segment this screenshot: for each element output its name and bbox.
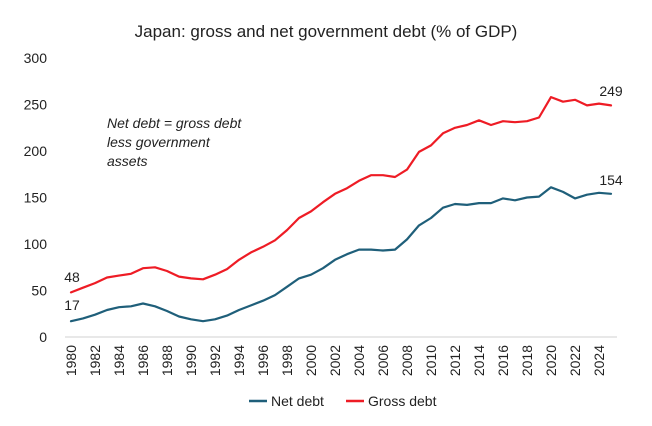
- y-tick-label: 150: [24, 190, 48, 206]
- x-tick-label: 2018: [519, 345, 535, 376]
- x-tick-label: 2020: [543, 345, 559, 376]
- y-tick-label: 250: [24, 97, 48, 113]
- x-tick-label: 2012: [447, 345, 463, 376]
- gross-debt-end-label: 249: [599, 83, 623, 99]
- legend-gross-debt-label: Gross debt: [368, 393, 437, 409]
- y-tick-label: 200: [24, 143, 48, 159]
- x-tick-label: 2002: [327, 345, 343, 376]
- x-tick-label: 2000: [303, 345, 319, 376]
- chart-title: Japan: gross and net government debt (% …: [135, 22, 518, 41]
- net-debt-line: [69, 186, 613, 323]
- net-debt-start-label: 17: [64, 297, 80, 313]
- y-tick-label: 300: [24, 50, 48, 66]
- gross-debt-start-label: 48: [64, 269, 80, 285]
- x-tick-label: 1980: [63, 345, 79, 376]
- x-tick-label: 1986: [135, 345, 151, 376]
- x-tick-label: 1984: [111, 345, 127, 376]
- y-tick-label: 50: [31, 283, 47, 299]
- x-tick-label: 2004: [351, 345, 367, 376]
- x-tick-label: 1998: [279, 345, 295, 376]
- legend-net-debt-label: Net debt: [271, 393, 324, 409]
- annotation-note-line-3: assets: [107, 153, 147, 169]
- x-tick-label: 1982: [87, 345, 103, 376]
- x-tick-label: 1994: [231, 345, 247, 376]
- x-tick-label: 1996: [255, 345, 271, 376]
- x-tick-label: 2016: [495, 345, 511, 376]
- x-tick-label: 2022: [567, 345, 583, 376]
- x-tick-label: 2006: [375, 345, 391, 376]
- x-tick-label: 2008: [399, 345, 415, 376]
- gross-debt-line: [69, 95, 613, 294]
- y-tick-label: 100: [24, 236, 48, 252]
- annotation-note-line-1: Net debt = gross debt: [107, 115, 242, 131]
- net-debt-end-label: 154: [599, 172, 623, 188]
- x-tick-label: 1988: [159, 345, 175, 376]
- y-tick-label: 0: [39, 329, 47, 345]
- x-tick-label: 2010: [423, 345, 439, 376]
- x-tick-label: 1992: [207, 345, 223, 376]
- x-tick-label: 1990: [183, 345, 199, 376]
- annotation-note-line-2: less government: [107, 134, 211, 150]
- x-tick-label: 2014: [471, 345, 487, 376]
- x-tick-label: 2024: [591, 345, 607, 376]
